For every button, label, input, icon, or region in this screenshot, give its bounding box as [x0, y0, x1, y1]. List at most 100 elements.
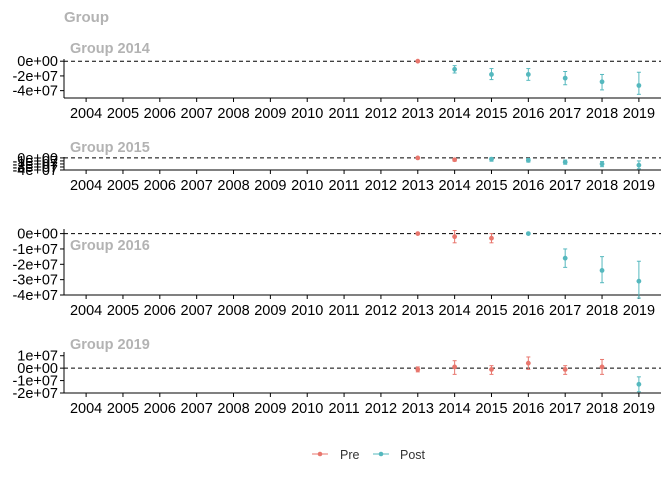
x-tick-label: 2012 — [365, 303, 397, 319]
point-post — [636, 83, 642, 88]
point-post — [599, 79, 605, 85]
y-tick-label: -4e+07 — [12, 84, 58, 100]
point-post — [562, 75, 568, 81]
y-tick-label: -1e+07 — [12, 374, 58, 390]
x-tick-label: 2018 — [586, 178, 618, 194]
legend-pre-key-point — [317, 451, 323, 457]
point-pre — [452, 364, 458, 370]
x-tick-label: 2011 — [328, 106, 359, 122]
x-tick-label: 2013 — [402, 401, 434, 417]
point-post — [636, 381, 642, 387]
point-post — [636, 162, 642, 168]
x-tick-label: 2015 — [475, 178, 507, 194]
x-tick-label: 2005 — [107, 303, 139, 319]
x-tick-label: 2008 — [217, 401, 249, 417]
x-tick-label: 2012 — [365, 106, 397, 122]
point-post — [636, 278, 642, 284]
x-tick-label: 2007 — [181, 303, 213, 319]
x-tick-label: 2015 — [475, 303, 507, 319]
point-pre — [562, 366, 568, 372]
y-tick-label: -2e+07 — [12, 157, 58, 173]
y-tick-label: -2e+07 — [12, 257, 58, 273]
legend: Pre Post — [312, 448, 426, 462]
x-tick-label: 2011 — [328, 401, 359, 417]
y-tick-label: -4e+07 — [12, 163, 58, 179]
x-tick-label: 2017 — [549, 178, 581, 194]
point-post — [525, 72, 531, 77]
x-tick-label: 2005 — [107, 401, 139, 417]
point-post — [599, 268, 605, 273]
point-pre — [415, 366, 421, 372]
x-tick-label: 2017 — [549, 106, 581, 122]
y-tick-label: -3e+07 — [12, 273, 58, 289]
x-tick-label: 2014 — [438, 178, 470, 194]
point-post — [489, 156, 494, 162]
x-tick-label: 2017 — [549, 401, 581, 417]
y-tick-label: 0e+00 — [17, 361, 58, 377]
x-tick-label: 2004 — [70, 178, 102, 194]
panel-title: Group 2014 — [70, 41, 150, 57]
y-tick-label: 0e+00 — [17, 227, 58, 243]
point-post — [525, 157, 531, 163]
x-tick-label: 2011 — [328, 303, 359, 319]
point-pre — [489, 235, 494, 241]
y-tick-label: -4e+07 — [12, 288, 58, 304]
x-tick-label: 2007 — [181, 401, 213, 417]
x-tick-label: 2019 — [623, 178, 655, 194]
x-tick-label: 2018 — [586, 401, 618, 417]
x-tick-label: 2016 — [512, 106, 544, 122]
y-tick-label: -3e+07 — [12, 160, 58, 176]
x-tick-label: 2007 — [181, 178, 213, 194]
x-tick-label: 2005 — [107, 178, 139, 194]
x-tick-label: 2006 — [144, 303, 176, 319]
y-tick-label: -2e+07 — [12, 386, 58, 402]
x-tick-label: 2013 — [402, 178, 434, 194]
point-post — [489, 72, 494, 77]
panel-title: Group 2015 — [70, 140, 150, 156]
x-tick-label: 2012 — [365, 178, 397, 194]
y-tick-label: 0e+00 — [17, 151, 58, 167]
legend-post-label: Post — [400, 448, 426, 462]
x-tick-label: 2019 — [623, 303, 655, 319]
x-tick-label: 2008 — [217, 178, 249, 194]
x-tick-label: 2008 — [217, 303, 249, 319]
point-pre — [599, 364, 605, 370]
x-tick-label: 2010 — [291, 106, 323, 122]
point-post — [562, 255, 568, 261]
x-tick-label: 2014 — [438, 303, 470, 319]
legend-post-key-point — [378, 451, 384, 457]
x-tick-label: 2016 — [512, 303, 544, 319]
point-post — [599, 161, 605, 167]
x-tick-label: 2018 — [586, 106, 618, 122]
x-tick-label: 2011 — [328, 178, 359, 194]
point-post — [562, 159, 568, 165]
legend-pre-label: Pre — [340, 448, 360, 462]
point-pre — [415, 155, 421, 161]
figure-title: Group — [64, 9, 109, 26]
y-tick-label: -2e+07 — [12, 69, 58, 85]
x-tick-label: 2004 — [70, 106, 102, 122]
x-tick-label: 2007 — [181, 106, 213, 122]
point-post — [525, 231, 531, 237]
facet-panel-2016: Group 2016 0e+00-1e+07-2e+07-3e+07-4e+07… — [12, 227, 661, 319]
x-tick-label: 2010 — [291, 303, 323, 319]
x-tick-label: 2019 — [623, 401, 655, 417]
y-tick-label: -1e+07 — [12, 242, 58, 258]
x-tick-label: 2009 — [254, 401, 286, 417]
facet-panel-2014: Group 2014 0e+00-2e+07-4e+07 2004 2005 2006… — [12, 41, 661, 122]
panel-title: Group 2016 — [70, 238, 150, 254]
x-tick-label: 2006 — [144, 401, 176, 417]
y-tick-label: 1e+07 — [17, 349, 58, 365]
point-pre — [452, 157, 458, 163]
x-tick-label: 2016 — [512, 178, 544, 194]
x-tick-label: 2017 — [549, 303, 581, 319]
x-tick-label: 2018 — [586, 303, 618, 319]
x-tick-label: 2014 — [438, 106, 470, 122]
x-tick-label: 2009 — [254, 106, 286, 122]
x-tick-label: 2009 — [254, 178, 286, 194]
x-tick-label: 2019 — [623, 106, 655, 122]
point-pre — [489, 366, 494, 372]
x-tick-label: 2009 — [254, 303, 286, 319]
